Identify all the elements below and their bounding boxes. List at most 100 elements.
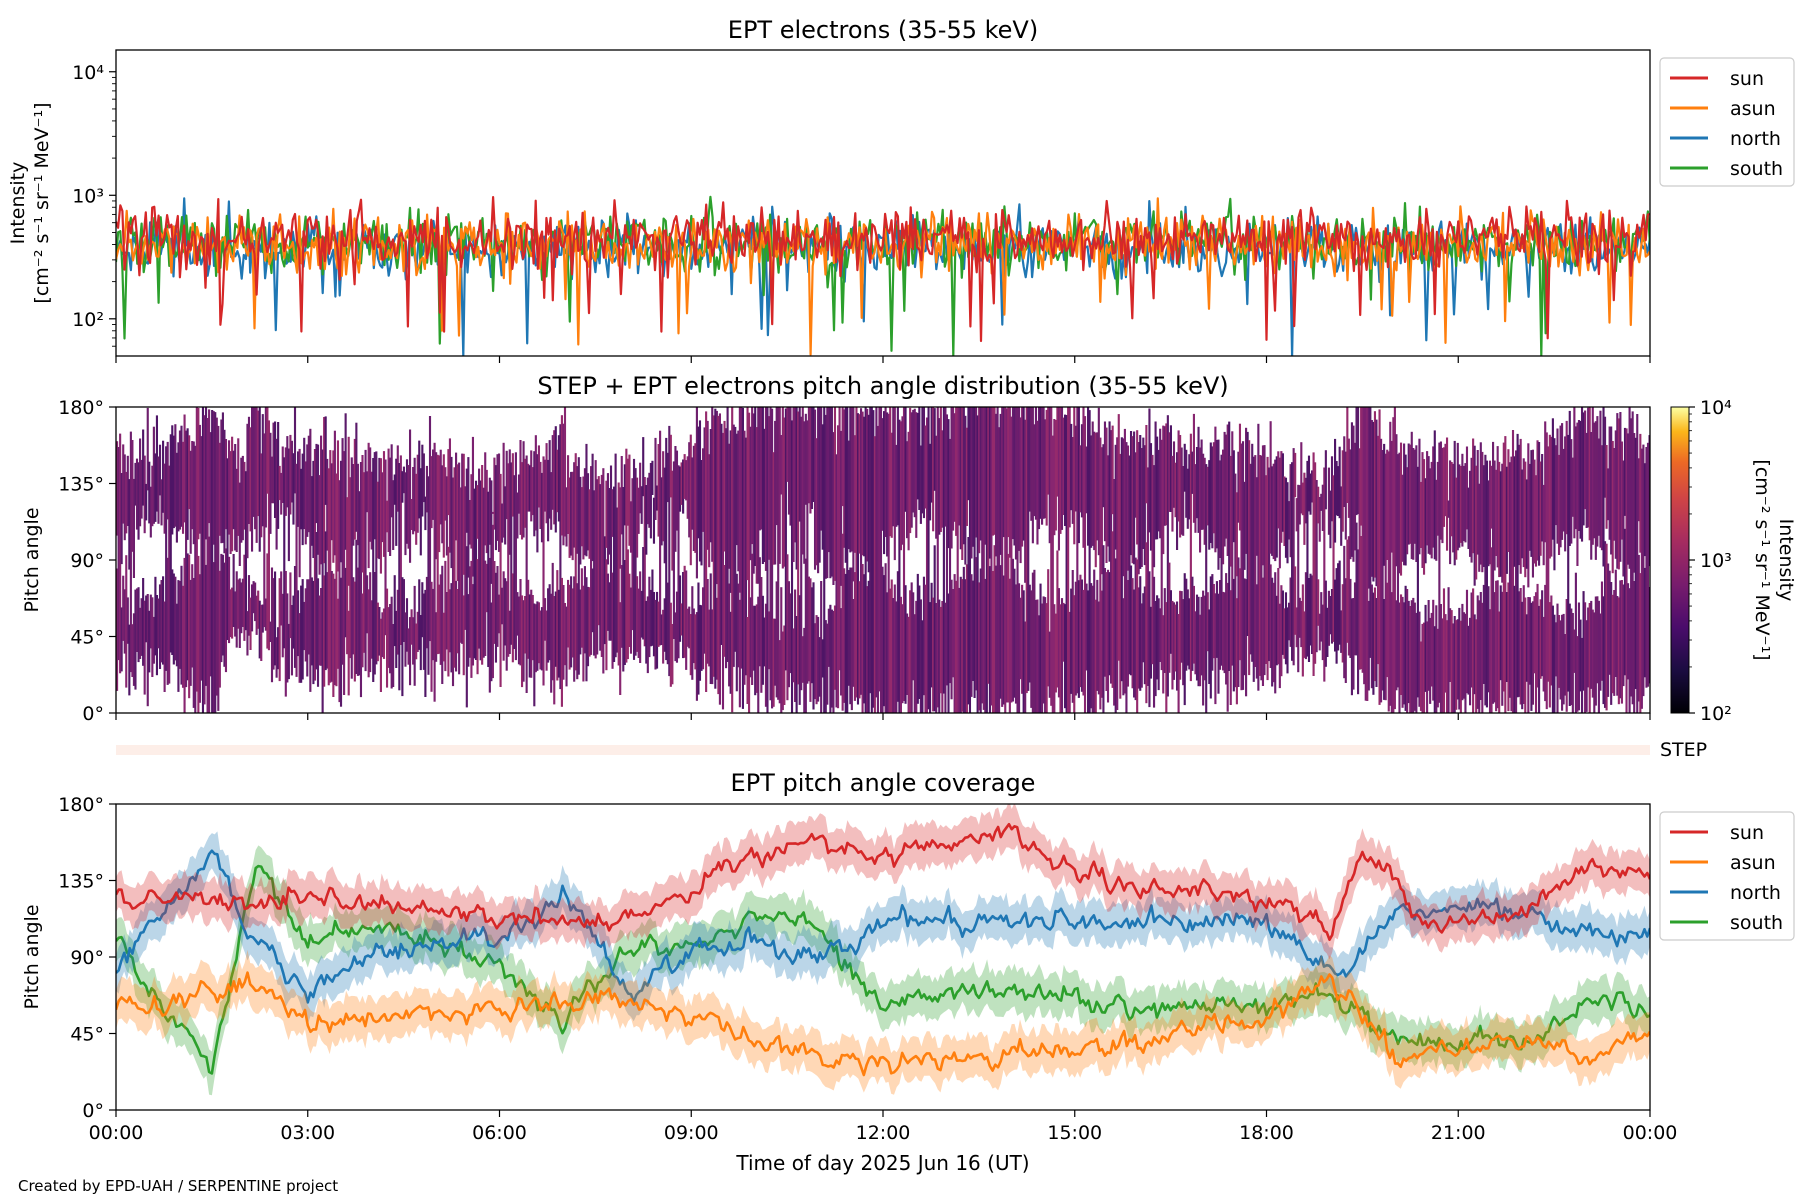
- heatmap-cell: [1355, 522, 1358, 656]
- heatmap-cell: [1622, 460, 1625, 577]
- heatmap-cell: [139, 438, 142, 527]
- heatmap-cell: [399, 455, 402, 645]
- heatmap-cell: [1314, 462, 1317, 664]
- heatmap-cell: [550, 593, 553, 693]
- heatmap-cell: [1415, 612, 1418, 713]
- heatmap-cell: [163, 601, 166, 692]
- heatmap-cell: [1465, 589, 1469, 694]
- heatmap-cell: [465, 468, 468, 533]
- heatmap-cell: [1249, 463, 1252, 655]
- heatmap-cell: [470, 474, 473, 549]
- heatmap-cell: [883, 411, 886, 555]
- heatmap-cell: [898, 419, 901, 713]
- heatmap-cell: [1110, 430, 1113, 684]
- heatmap-cell: [991, 407, 995, 536]
- heatmap-cell: [257, 410, 260, 517]
- heatmap-cell: [1304, 572, 1307, 660]
- heatmap-cell: [517, 474, 521, 514]
- heatmap-cell: [1128, 455, 1131, 675]
- heatmap-cell: [290, 605, 294, 676]
- heatmap-cell: [260, 604, 263, 661]
- heatmap-cell: [1310, 470, 1314, 503]
- heatmap-cell: [827, 407, 830, 553]
- heatmap-cell: [1445, 437, 1449, 551]
- heatmap-cell: [1283, 608, 1286, 659]
- heatmap-cell: [1301, 482, 1304, 516]
- heatmap-cell: [971, 580, 975, 681]
- heatmap-cell: [280, 472, 283, 515]
- heatmap-cell: [1261, 445, 1265, 566]
- heatmap-cell: [801, 636, 804, 683]
- heatmap-cell: [1409, 606, 1412, 713]
- heatmap-cell: [899, 421, 902, 551]
- heatmap-cell: [1183, 573, 1186, 706]
- heatmap-cell: [527, 463, 530, 512]
- heatmap-cell: [918, 585, 921, 699]
- heatmap-cell: [994, 565, 998, 713]
- heatmap-cell: [335, 473, 338, 687]
- heatmap-cell: [524, 596, 527, 654]
- heatmap-cell: [1430, 612, 1433, 687]
- heatmap-cell: [269, 621, 272, 642]
- heatmap-cell: [1505, 592, 1508, 682]
- heatmap-cell: [964, 415, 967, 565]
- heatmap-cell: [1248, 440, 1251, 676]
- heatmap-cell: [843, 568, 846, 703]
- heatmap-cell: [1458, 607, 1461, 710]
- heatmap-cell: [1630, 418, 1633, 697]
- heatmap-cell: [1349, 449, 1352, 560]
- heatmap-cell: [1399, 594, 1403, 695]
- heatmap-cell: [1100, 590, 1103, 698]
- heatmap-cell: [568, 477, 571, 558]
- heatmap-cell: [978, 407, 981, 554]
- heatmap-cell: [484, 452, 487, 546]
- heatmap-cell: [1534, 475, 1538, 567]
- heatmap-cell: [1223, 431, 1226, 547]
- heatmap-cell: [504, 578, 507, 646]
- heatmap-cell: [959, 407, 962, 550]
- heatmap-cell: [723, 420, 726, 552]
- heatmap-cell: [936, 407, 939, 708]
- heatmap-cell: [1172, 602, 1176, 680]
- heatmap-cell: [1544, 584, 1547, 702]
- heatmap-cell: [378, 607, 381, 656]
- heatmap-cell: [1383, 443, 1386, 566]
- heatmap-cell: [1467, 487, 1470, 549]
- heatmap-cell: [915, 600, 918, 713]
- heatmap-cell: [514, 452, 517, 661]
- heatmap-cell: [1073, 595, 1076, 713]
- heatmap-cell: [307, 579, 310, 655]
- heatmap-cell: [1419, 481, 1423, 548]
- heatmap-cell: [1478, 600, 1481, 713]
- heatmap-cell: [1485, 460, 1488, 708]
- x-tick-label: 12:00: [856, 1122, 911, 1144]
- heatmap-cell: [1154, 421, 1157, 540]
- heatmap-cell: [784, 408, 787, 671]
- heatmap-cell: [238, 482, 241, 566]
- heatmap-cell: [1074, 425, 1077, 512]
- heatmap-cell: [892, 407, 895, 527]
- heatmap-cell: [355, 422, 358, 532]
- heatmap-cell: [909, 590, 912, 713]
- heatmap-cell: [1337, 466, 1340, 516]
- heatmap-cell: [1404, 585, 1407, 711]
- heatmap-cell: [1215, 581, 1219, 658]
- heatmap-cell: [906, 613, 909, 695]
- heatmap-cell: [760, 407, 763, 530]
- heatmap-cell: [298, 613, 301, 683]
- heatmap-cell: [755, 427, 758, 584]
- heatmap-cell: [1321, 484, 1324, 531]
- heatmap-cell: [1185, 578, 1188, 671]
- heatmap-cell: [794, 407, 797, 543]
- heatmap-cell: [1436, 628, 1439, 708]
- heatmap-cell: [1180, 447, 1183, 535]
- heatmap-cell: [899, 596, 902, 713]
- heatmap-cell: [1169, 425, 1172, 512]
- heatmap-cell: [1200, 596, 1203, 676]
- heatmap-cell: [815, 615, 818, 705]
- heatmap-cell: [1334, 579, 1337, 652]
- heatmap-cell: [478, 468, 481, 649]
- heatmap-cell: [1620, 580, 1623, 704]
- heatmap-cell: [1206, 592, 1209, 652]
